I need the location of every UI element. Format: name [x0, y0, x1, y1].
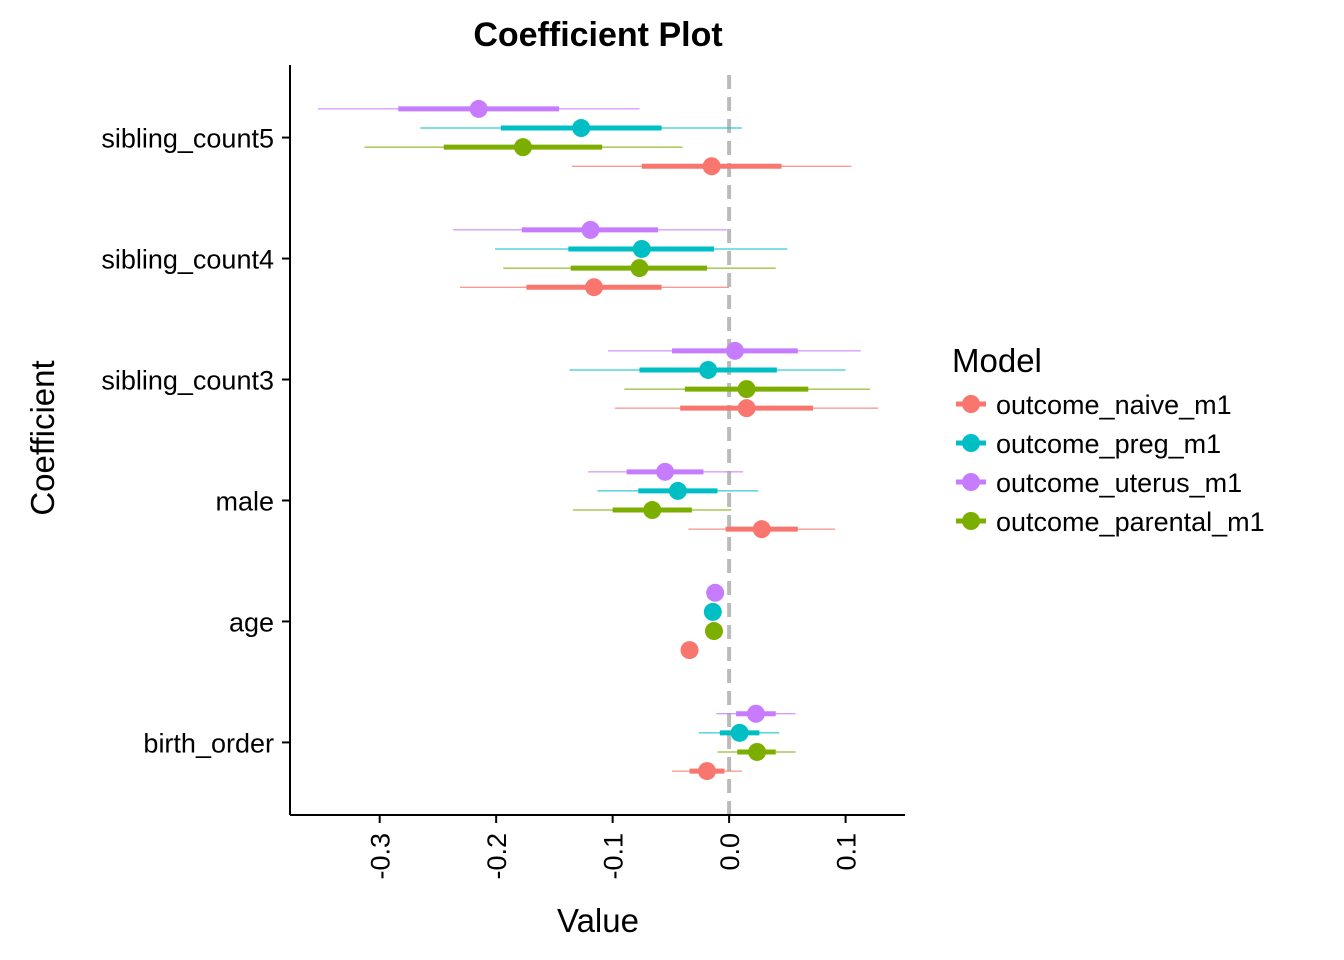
legend-key-point: [962, 473, 980, 491]
x-tick-label-2: -0.1: [599, 833, 629, 880]
estimate-point-outcome_naive_m1-sibling_count3: [737, 399, 756, 418]
estimate-point-outcome_naive_m1-male: [752, 520, 771, 539]
y-axis: sibling_count5 sibling_count4 sibling_coun…: [101, 65, 291, 815]
estimate-point-outcome_uterus_m1-sibling_count3: [725, 341, 744, 360]
legend-title: Model: [952, 342, 1042, 379]
estimate-point-outcome_preg_m1-sibling_count5: [572, 119, 591, 138]
estimate-point-outcome_parental_m1-sibling_count4: [630, 259, 649, 278]
estimate-point-outcome_naive_m1-sibling_count4: [585, 278, 604, 297]
legend-label: outcome_naive_m1: [996, 390, 1232, 420]
legend-label: outcome_parental_m1: [996, 507, 1265, 537]
x-axis: -0.3 -0.2 -0.1 0.0 0.1: [290, 814, 905, 880]
estimate-point-outcome_uterus_m1-age: [706, 583, 725, 602]
legend-key-point: [962, 512, 980, 530]
legend-item-outcome_uterus_m1: outcome_uterus_m1: [956, 468, 1242, 498]
series-outcome_parental_m1: [364, 138, 871, 761]
y-tick-label-sibling_count4: sibling_count4: [101, 245, 274, 275]
estimate-point-outcome_preg_m1-sibling_count3: [699, 360, 718, 379]
x-tick-label-3: 0.0: [715, 833, 745, 871]
estimate-point-outcome_uterus_m1-birth_order: [746, 704, 765, 723]
y-tick-label-male: male: [215, 486, 274, 516]
estimate-point-outcome_preg_m1-birth_order: [730, 723, 749, 742]
y-tick-label-sibling_count5: sibling_count5: [101, 124, 274, 154]
estimate-point-outcome_naive_m1-birth_order: [697, 762, 716, 781]
legend-item-outcome_preg_m1: outcome_preg_m1: [956, 429, 1221, 459]
legend: Model outcome_naive_m1 outcome_preg_m1out…: [952, 342, 1265, 537]
estimate-point-outcome_uterus_m1-sibling_count4: [581, 220, 600, 239]
legend-item-outcome_naive_m1: outcome_naive_m1: [956, 390, 1232, 420]
x-axis-title: Value: [557, 902, 639, 939]
estimate-point-outcome_naive_m1-sibling_count5: [702, 157, 721, 176]
estimate-point-outcome_parental_m1-sibling_count5: [513, 138, 532, 157]
legend-label: outcome_uterus_m1: [996, 468, 1242, 498]
estimate-point-outcome_naive_m1-age: [680, 641, 699, 660]
series-outcome_naive_m1: [460, 157, 879, 781]
estimate-point-outcome_parental_m1-sibling_count3: [737, 380, 756, 399]
estimate-point-outcome_preg_m1-age: [703, 602, 722, 621]
x-tick-label-4: 0.1: [832, 833, 862, 871]
legend-label: outcome_preg_m1: [996, 429, 1221, 459]
series-outcome_uterus_m1: [317, 99, 861, 723]
x-tick-label-1: -0.2: [482, 833, 512, 880]
estimate-point-outcome_parental_m1-birth_order: [748, 742, 767, 761]
y-tick-label-age: age: [229, 607, 274, 637]
estimate-point-outcome_preg_m1-sibling_count4: [632, 239, 651, 258]
y-tick-label-sibling_count3: sibling_count3: [101, 366, 274, 396]
chart-title: Coefficient Plot: [473, 16, 722, 54]
legend-key-point: [962, 395, 980, 413]
y-tick-label-birth_order: birth_order: [143, 728, 274, 758]
estimate-point-outcome_uterus_m1-sibling_count5: [469, 99, 488, 118]
legend-item-outcome_parental_m1: outcome_parental_m1: [956, 507, 1265, 537]
estimate-point-outcome_parental_m1-male: [643, 501, 662, 520]
estimate-point-outcome_parental_m1-age: [704, 622, 723, 641]
estimate-point-outcome_preg_m1-male: [668, 481, 687, 500]
y-axis-title: Coefficient: [24, 360, 61, 515]
plot-area: [317, 75, 879, 815]
estimate-point-outcome_uterus_m1-male: [656, 462, 675, 481]
x-tick-label-0: -0.3: [366, 833, 396, 880]
series-outcome_preg_m1: [420, 119, 846, 742]
legend-key-point: [962, 434, 980, 452]
